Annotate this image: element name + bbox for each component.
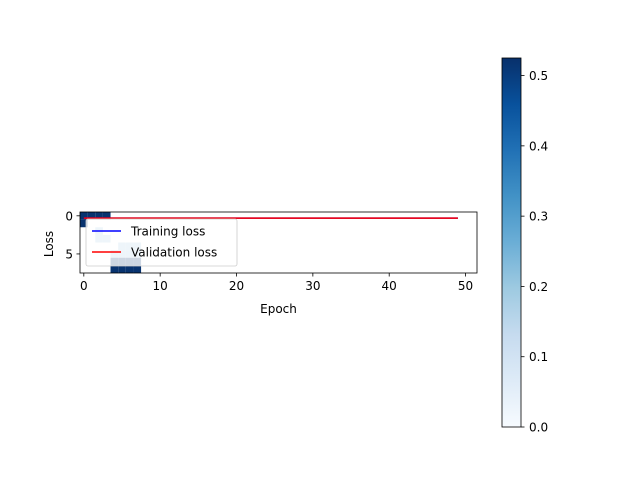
colorbar: 0.0 0.1 0.2 0.3 0.4 0.5 bbox=[501, 57, 548, 435]
legend-label-training: Training loss bbox=[130, 225, 205, 239]
x-tick-label: 10 bbox=[153, 279, 168, 293]
legend-box bbox=[85, 218, 238, 267]
heatmap-cell bbox=[95, 212, 103, 220]
y-tick-label: 0 bbox=[65, 209, 73, 223]
x-tick-label: 40 bbox=[382, 279, 397, 293]
heatmap-cell bbox=[125, 265, 134, 273]
x-tick-label: 20 bbox=[229, 279, 244, 293]
colorbar-tick-label: 0.5 bbox=[529, 69, 548, 83]
heatmap-cell bbox=[110, 265, 119, 273]
y-axis-ticks: 05 bbox=[65, 209, 80, 261]
x-tick-label: 50 bbox=[458, 279, 473, 293]
colorbar-tick-label: 0.4 bbox=[529, 139, 548, 153]
colorbar-tick-label: 0.2 bbox=[529, 280, 548, 294]
x-tick-label: 0 bbox=[80, 279, 88, 293]
x-axis-label: Epoch bbox=[260, 302, 297, 316]
colorbar-tick-label: 0.1 bbox=[529, 350, 548, 364]
x-tick-label: 30 bbox=[305, 279, 320, 293]
y-axis-label: Loss bbox=[42, 231, 56, 257]
colorbar-tick-label: 0.3 bbox=[529, 210, 548, 224]
legend-label-validation: Validation loss bbox=[131, 246, 217, 260]
colorbar-gradient bbox=[501, 57, 522, 428]
plot-frame bbox=[79, 211, 478, 274]
heatmap-cell bbox=[102, 212, 111, 220]
heatmap-cell bbox=[80, 219, 88, 228]
heatmap-cell bbox=[133, 265, 142, 273]
y-tick-label: 5 bbox=[65, 247, 73, 261]
heatmap-cell bbox=[87, 212, 96, 220]
x-axis-ticks: 0 10 20 30 40 50 bbox=[80, 273, 473, 293]
legend: Training loss Validation loss bbox=[85, 218, 238, 267]
colorbar-tick-label: 0.0 bbox=[529, 421, 548, 435]
colorbar-ticks: 0.0 0.1 0.2 0.3 0.4 0.5 bbox=[521, 69, 548, 435]
heatmap-cell bbox=[118, 265, 126, 273]
heatmap-cell bbox=[80, 212, 88, 220]
